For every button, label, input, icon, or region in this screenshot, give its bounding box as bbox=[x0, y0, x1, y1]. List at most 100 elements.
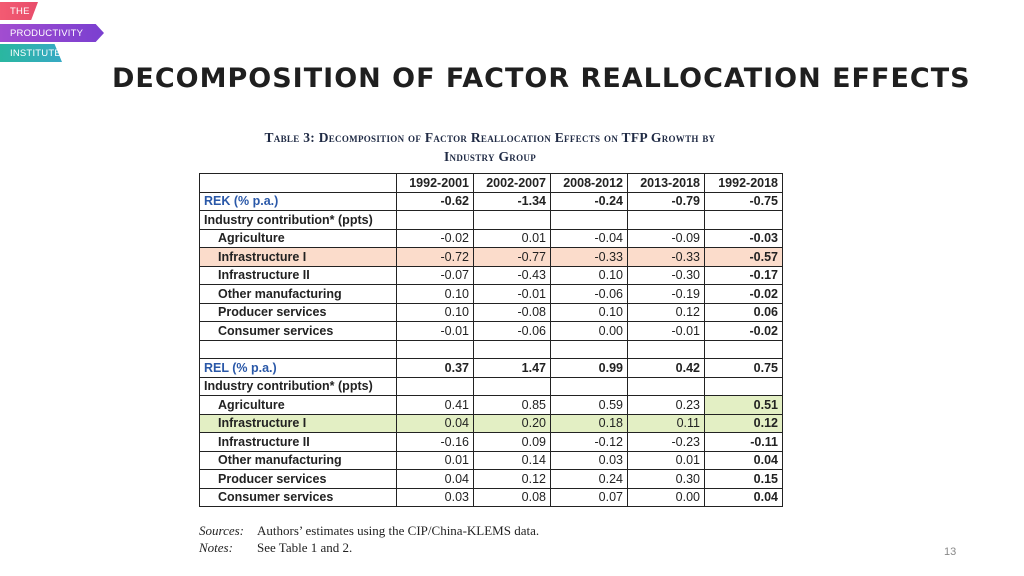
row-label: REK (% p.a.) bbox=[199, 191, 397, 211]
decomposition-table: 1992-2001 2002-2007 2008-2012 2013-2018 … bbox=[199, 173, 783, 507]
empty-cell bbox=[550, 339, 628, 359]
row-label: Infrastructure II bbox=[199, 432, 397, 452]
table-cell: 0.41 bbox=[396, 395, 474, 415]
table-cell: 0.06 bbox=[704, 302, 783, 322]
table-row: Infrastructure I -0.72 -0.77 -0.33 -0.33… bbox=[199, 247, 783, 267]
table-cell: -0.30 bbox=[627, 265, 705, 285]
column-header: 1992-2018 bbox=[704, 173, 783, 193]
table-cell: -0.09 bbox=[627, 228, 705, 248]
page-number: 13 bbox=[944, 546, 957, 558]
table-cell: 0.99 bbox=[550, 358, 628, 378]
table-row: Other manufacturing 0.10 -0.01 -0.06 -0.… bbox=[199, 284, 783, 304]
table-cell: 0.10 bbox=[550, 302, 628, 322]
row-label: Other manufacturing bbox=[199, 450, 397, 470]
empty-cell bbox=[627, 376, 705, 396]
table-cell: -0.24 bbox=[550, 191, 628, 211]
row-label: Producer services bbox=[199, 469, 397, 489]
table-cell: -0.01 bbox=[473, 284, 551, 304]
slide-title: DECOMPOSITION OF FACTOR REALLOCATION EFF… bbox=[112, 63, 971, 94]
table-cell: 0.10 bbox=[550, 265, 628, 285]
table-cell: 0.24 bbox=[550, 469, 628, 489]
table-cell: 0.01 bbox=[473, 228, 551, 248]
table-cell: 0.03 bbox=[396, 487, 474, 507]
empty-cell bbox=[550, 376, 628, 396]
empty-cell bbox=[199, 339, 397, 359]
table-cell: 0.15 bbox=[704, 469, 783, 489]
table-cell: 0.00 bbox=[550, 321, 628, 341]
table-cell: 0.01 bbox=[627, 450, 705, 470]
empty-cell bbox=[473, 376, 551, 396]
table-cell: -0.01 bbox=[627, 321, 705, 341]
table-cell: -0.02 bbox=[396, 228, 474, 248]
rek-contribution-label-row: Industry contribution* (ppts) bbox=[199, 210, 783, 230]
table-cell: -0.72 bbox=[396, 247, 474, 267]
empty-cell bbox=[473, 339, 551, 359]
row-label: Infrastructure I bbox=[199, 247, 397, 267]
table-cell: -0.17 bbox=[704, 265, 783, 285]
row-label: Infrastructure I bbox=[199, 413, 397, 433]
empty-cell bbox=[704, 376, 783, 396]
column-header: 2013-2018 bbox=[627, 173, 705, 193]
empty-cell bbox=[627, 339, 705, 359]
table-cell: -0.06 bbox=[473, 321, 551, 341]
table-cell: 0.75 bbox=[704, 358, 783, 378]
table-cell: -1.34 bbox=[473, 191, 551, 211]
row-label: Infrastructure II bbox=[199, 265, 397, 285]
column-header: 1992-2001 bbox=[396, 173, 474, 193]
table-cell: 0.23 bbox=[627, 395, 705, 415]
table-cell: 0.51 bbox=[704, 395, 783, 415]
table-cell: 1.47 bbox=[473, 358, 551, 378]
table-cell: 0.42 bbox=[627, 358, 705, 378]
table-cell: 0.30 bbox=[627, 469, 705, 489]
empty-cell bbox=[627, 210, 705, 230]
table-cell: 0.12 bbox=[704, 413, 783, 433]
table-cell: -0.03 bbox=[704, 228, 783, 248]
table-notes: Sources: Authors’ estimates using the CI… bbox=[199, 522, 539, 556]
table-cell: -0.01 bbox=[396, 321, 474, 341]
table-caption-line-1: Table 3: Decomposition of Factor Realloc… bbox=[264, 130, 716, 145]
productivity-institute-logo: THE PRODUCTIVITY INSTITUTE bbox=[0, 0, 110, 64]
table-cell: -0.33 bbox=[550, 247, 628, 267]
table-cell: 0.10 bbox=[396, 284, 474, 304]
table-cell: -0.02 bbox=[704, 284, 783, 304]
notes-text: See Table 1 and 2. bbox=[257, 540, 353, 555]
empty-cell bbox=[704, 210, 783, 230]
table-row: Infrastructure II -0.07 -0.43 0.10 -0.30… bbox=[199, 265, 783, 285]
table-row: Producer services 0.10 -0.08 0.10 0.12 0… bbox=[199, 302, 783, 322]
table-row: Other manufacturing 0.01 0.14 0.03 0.01 … bbox=[199, 450, 783, 470]
table-row: Agriculture -0.02 0.01 -0.04 -0.09 -0.03 bbox=[199, 228, 783, 248]
table-cell: -0.12 bbox=[550, 432, 628, 452]
column-header: 2008-2012 bbox=[550, 173, 628, 193]
table-cell: 0.85 bbox=[473, 395, 551, 415]
table-cell: -0.23 bbox=[627, 432, 705, 452]
table-row: Agriculture 0.41 0.85 0.59 0.23 0.51 bbox=[199, 395, 783, 415]
rek-total-row: REK (% p.a.) -0.62 -1.34 -0.24 -0.79 -0.… bbox=[199, 191, 783, 211]
notes-key: Notes: bbox=[199, 540, 233, 555]
table-cell: -0.79 bbox=[627, 191, 705, 211]
table-cell: 0.14 bbox=[473, 450, 551, 470]
table-cell: -0.62 bbox=[396, 191, 474, 211]
table-row: Producer services 0.04 0.12 0.24 0.30 0.… bbox=[199, 469, 783, 489]
empty-cell bbox=[396, 210, 474, 230]
logo-line-the: THE bbox=[0, 2, 38, 20]
table-cell: 0.07 bbox=[550, 487, 628, 507]
row-label: Consumer services bbox=[199, 321, 397, 341]
table-row: Infrastructure I 0.04 0.20 0.18 0.11 0.1… bbox=[199, 413, 783, 433]
table-caption: Table 3: Decomposition of Factor Realloc… bbox=[196, 128, 784, 166]
sources-note: Sources: Authors’ estimates using the CI… bbox=[199, 522, 539, 539]
table-cell: 0.09 bbox=[473, 432, 551, 452]
logo-line-institute: INSTITUTE bbox=[0, 44, 62, 62]
table-cell: 0.10 bbox=[396, 302, 474, 322]
table-cell: 0.18 bbox=[550, 413, 628, 433]
table-row: Infrastructure II -0.16 0.09 -0.12 -0.23… bbox=[199, 432, 783, 452]
logo-line-productivity: PRODUCTIVITY bbox=[0, 24, 104, 42]
sources-text: Authors’ estimates using the CIP/China-K… bbox=[257, 523, 540, 538]
table-cell: -0.33 bbox=[627, 247, 705, 267]
row-label: REL (% p.a.) bbox=[199, 358, 397, 378]
empty-cell bbox=[396, 376, 474, 396]
empty-cell bbox=[396, 339, 474, 359]
table-cell: -0.43 bbox=[473, 265, 551, 285]
row-label: Agriculture bbox=[199, 228, 397, 248]
table-cell: 0.04 bbox=[704, 487, 783, 507]
table-cell: -0.07 bbox=[396, 265, 474, 285]
